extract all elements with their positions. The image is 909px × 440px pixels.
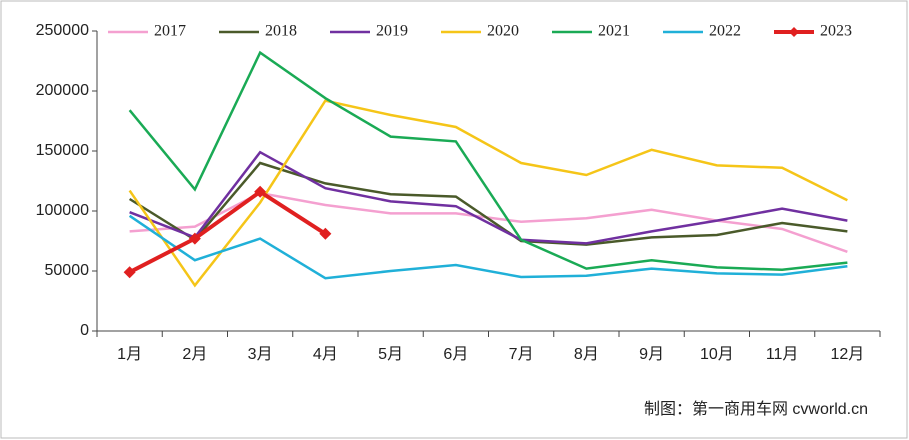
y-tick-label: 0	[80, 322, 89, 339]
x-tick-label: 4月	[313, 346, 338, 363]
y-tick-label: 150000	[36, 142, 89, 159]
y-tick-label: 100000	[36, 202, 89, 219]
x-tick-label: 5月	[378, 346, 403, 363]
y-tick-label: 200000	[36, 82, 89, 99]
x-tick-label: 11月	[766, 346, 799, 363]
series-line	[128, 214, 848, 280]
annotation: 制图：第一商用车网 cvworld.cn	[644, 400, 868, 418]
legend-label: 2021	[598, 23, 630, 40]
x-tick-label: 12月	[830, 346, 864, 363]
series-line	[128, 99, 848, 288]
series-line	[128, 189, 327, 274]
series-line	[129, 150, 848, 245]
legend-marker	[789, 27, 799, 37]
y-tick-label: 50000	[45, 262, 90, 279]
series-line	[128, 161, 848, 246]
x-tick-label: 6月	[443, 346, 468, 363]
legend-label: 2023	[820, 23, 852, 40]
legend-label: 2018	[265, 23, 297, 40]
x-tick-label: 9月	[639, 346, 664, 363]
x-tick-label: 8月	[574, 346, 599, 363]
point	[254, 185, 267, 198]
x-tick-label: 2月	[182, 346, 207, 363]
point	[188, 232, 201, 245]
series-line	[128, 50, 848, 272]
legend-label: 2022	[709, 23, 741, 40]
x-tick-label: 1月	[117, 346, 142, 363]
x-tick-label: 7月	[509, 346, 534, 363]
legend-label: 2020	[487, 23, 519, 40]
legend-label: 2017	[154, 23, 186, 40]
y-tick-label: 250000	[36, 22, 89, 39]
point	[319, 227, 332, 240]
x-tick-label: 10月	[700, 346, 734, 363]
legend-label: 2019	[376, 23, 408, 40]
x-tick-label: 3月	[248, 346, 273, 363]
point	[123, 266, 136, 279]
